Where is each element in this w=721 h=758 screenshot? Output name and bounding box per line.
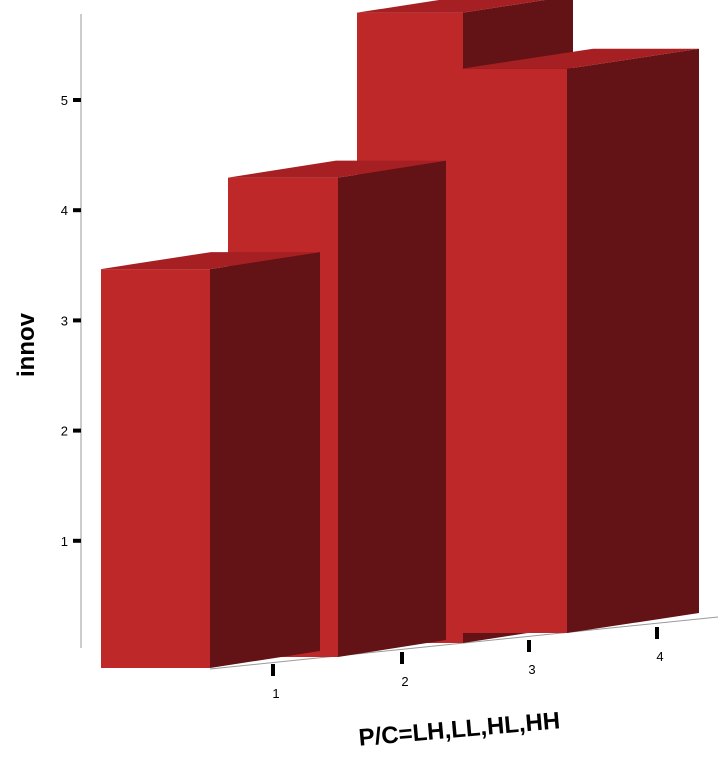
bar-side-4	[567, 48, 699, 633]
bar-side-2	[338, 160, 446, 657]
y-tick-label: 2	[61, 424, 68, 439]
bar-top-1	[101, 252, 320, 270]
y-tick-label: 4	[61, 203, 68, 218]
bar-4	[461, 48, 699, 633]
x-tick-label: 2	[401, 674, 408, 689]
x-tick-label: 3	[528, 662, 535, 677]
bar-side-1	[210, 252, 320, 669]
y-tick-label: 1	[61, 534, 68, 549]
bars-layer	[101, 0, 699, 669]
x-tick-label: 4	[656, 649, 663, 664]
y-ticks-layer: 1 2 3 4 5	[61, 93, 81, 549]
bar-front-1	[101, 269, 210, 668]
x-ticks-layer: 1 2 3 4	[271, 627, 664, 701]
y-axis-title: innov	[13, 312, 40, 377]
x-axis-title: P/C=LH,LL,HL,HH	[358, 707, 562, 752]
x-tick-label: 1	[272, 686, 279, 701]
bar-1	[101, 252, 320, 669]
bar-front-4	[461, 68, 567, 633]
x-axis-line	[209, 616, 719, 670]
y-tick-label: 5	[61, 93, 68, 108]
y-tick-label: 3	[61, 313, 68, 328]
bar-top-4	[461, 48, 699, 69]
bar-top-2	[228, 160, 446, 178]
bar-top-3	[357, 0, 545, 13]
